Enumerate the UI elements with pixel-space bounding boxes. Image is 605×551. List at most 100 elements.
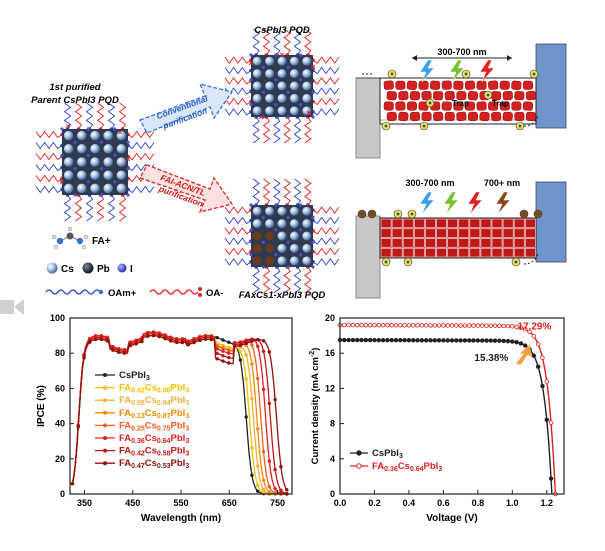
fa-site	[252, 243, 262, 253]
perovskite-cube	[525, 90, 537, 101]
ipce-data-point	[284, 487, 289, 492]
cs-site	[265, 69, 275, 79]
jv-chart: 0.0 0.2 0.4 0.6 0.8 1.0 1.2 0 4 8 12 16 20 Voltage (…	[309, 313, 565, 524]
jv-data-point	[355, 337, 360, 343]
ligand-chain	[35, 141, 63, 150]
ipce-data-point	[261, 487, 266, 492]
pce-annotation-fa: 17.29%	[517, 321, 551, 332]
legend-label: FA0.25Cs0.75PbI3	[119, 420, 189, 432]
cs-site	[90, 157, 100, 167]
carrier-core	[522, 212, 526, 216]
ligand-chain	[224, 247, 252, 256]
perovskite-cube	[383, 80, 394, 90]
ligand-chain	[118, 194, 127, 222]
iodide-site	[249, 53, 253, 57]
legend-fa: FA+	[92, 236, 111, 247]
iodide-site	[299, 53, 303, 57]
perovskite-cube	[425, 238, 436, 248]
perovskite-cube	[433, 91, 444, 101]
x-tick-label: 550	[173, 498, 188, 508]
cs-site	[277, 256, 287, 266]
ipce-data-point	[215, 344, 219, 348]
jv-data-point	[389, 337, 394, 343]
cs-site	[252, 219, 262, 229]
ligand-chain	[35, 174, 63, 183]
jv-data-point	[518, 325, 524, 330]
iodide-site	[261, 115, 265, 119]
carrier-core	[360, 212, 364, 216]
iodide-site	[311, 265, 315, 269]
iodide-site	[311, 65, 315, 69]
iodide-site	[73, 193, 77, 197]
legend-label: CsPbI3	[372, 448, 403, 460]
legend-label: FA0.42Cs0.58PbI3	[119, 446, 189, 458]
jv-data-point	[479, 338, 485, 343]
perovskite-cube	[391, 228, 403, 238]
perovskite-cube	[499, 101, 510, 111]
cs-site	[63, 183, 74, 194]
ligand-chain	[312, 258, 340, 266]
ligand-chain	[35, 185, 63, 194]
legend-label: FA0.08Cs0.94PbI3	[119, 395, 189, 407]
ligand-chain	[224, 227, 252, 235]
x-tick-label: 650	[222, 498, 237, 508]
jv-data-point	[372, 322, 377, 328]
jv-data-point	[462, 338, 468, 343]
charge-carrier-icons	[357, 69, 543, 267]
carrier-core	[396, 212, 400, 216]
carrier-core	[518, 124, 522, 128]
jv-data-point	[346, 337, 351, 343]
ipce-data-point	[180, 340, 185, 345]
ipce-data-point	[250, 339, 254, 343]
ipce-data-point	[279, 465, 283, 469]
ipce-data-point	[70, 482, 75, 486]
perovskite-cube	[425, 228, 436, 238]
perovskite-cube	[406, 80, 418, 90]
jv-data-point	[501, 323, 506, 329]
perovskite-cube	[480, 247, 492, 258]
jv-data-point	[363, 337, 369, 343]
jv-data-point	[458, 323, 463, 328]
legend-marker	[356, 463, 362, 469]
jv-data-point	[510, 339, 515, 344]
jv-data-point	[505, 323, 511, 329]
y-tick-label: 0	[330, 489, 335, 499]
jv-data-point	[492, 338, 498, 343]
iodide-site	[299, 78, 303, 82]
jv-data-point	[428, 323, 433, 328]
fa-site	[252, 231, 262, 241]
perovskite-cube	[436, 228, 447, 238]
iodide-site	[261, 215, 265, 219]
jv-data-point	[389, 323, 394, 328]
jv-data-point	[342, 337, 347, 343]
perovskite-cube	[458, 218, 470, 229]
jv-data-point	[531, 334, 537, 339]
iodide-site	[113, 153, 117, 157]
band-diagram-top: 300-700 nm Trap Trap	[355, 43, 567, 159]
perovskite-cube	[469, 238, 481, 248]
cs-sphere-icon	[46, 262, 58, 274]
ipce-data-point	[279, 488, 283, 492]
iodide-site	[311, 240, 315, 244]
defect-mark: ×	[279, 50, 284, 60]
ipce-data-point	[250, 473, 254, 478]
cs-site	[63, 130, 74, 141]
y-tick-label: 80	[55, 348, 65, 358]
perovskite-cube	[395, 101, 406, 111]
iodide-site	[60, 153, 64, 157]
jv-data-point	[376, 322, 381, 328]
ligand-chain	[262, 116, 271, 144]
bottom-qd-label: FAxCs1-xPbI3 PQD	[239, 290, 326, 301]
perovskite-cube	[430, 80, 441, 90]
perovskite-cube	[402, 247, 414, 258]
ligand-chain	[85, 102, 94, 130]
perovskite-cube	[418, 80, 429, 90]
cs-site	[116, 183, 127, 194]
perovskite-cube	[502, 111, 513, 122]
ligand-chain	[312, 56, 340, 64]
carrier-core	[370, 212, 374, 216]
ligand-chain	[312, 216, 340, 225]
carrier-core	[514, 260, 518, 264]
legend-label: FA0.36Cs0.64PbI3	[372, 461, 442, 473]
iodide-site	[299, 203, 303, 207]
